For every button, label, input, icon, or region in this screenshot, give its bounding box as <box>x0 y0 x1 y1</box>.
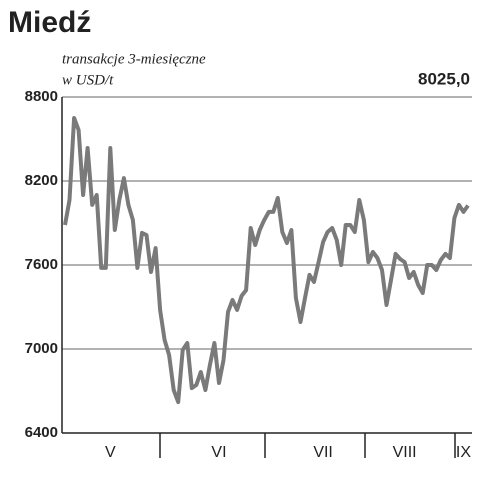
y-tick-label: 7600 <box>25 256 58 273</box>
value-label: 8025,0 <box>418 69 470 88</box>
x-tick-label: IX <box>456 444 471 461</box>
x-tick-label: VIII <box>393 444 417 461</box>
month-separators <box>159 433 456 458</box>
y-tick-label: 6400 <box>25 424 58 441</box>
x-tick-label: VII <box>313 444 333 461</box>
x-tick-label: VI <box>211 444 226 461</box>
chart-title: Miedź <box>8 6 91 39</box>
x-tick-label: V <box>105 444 116 461</box>
y-tick-label: 8800 <box>25 88 58 105</box>
chart-subtitle: transakcje 3-miesięczne <box>62 51 206 67</box>
y-tick-label: 7000 <box>25 340 58 357</box>
y-tick-label: 8200 <box>25 172 58 189</box>
price-line <box>63 116 470 405</box>
y-axis-unit: w USD/t <box>62 72 114 88</box>
